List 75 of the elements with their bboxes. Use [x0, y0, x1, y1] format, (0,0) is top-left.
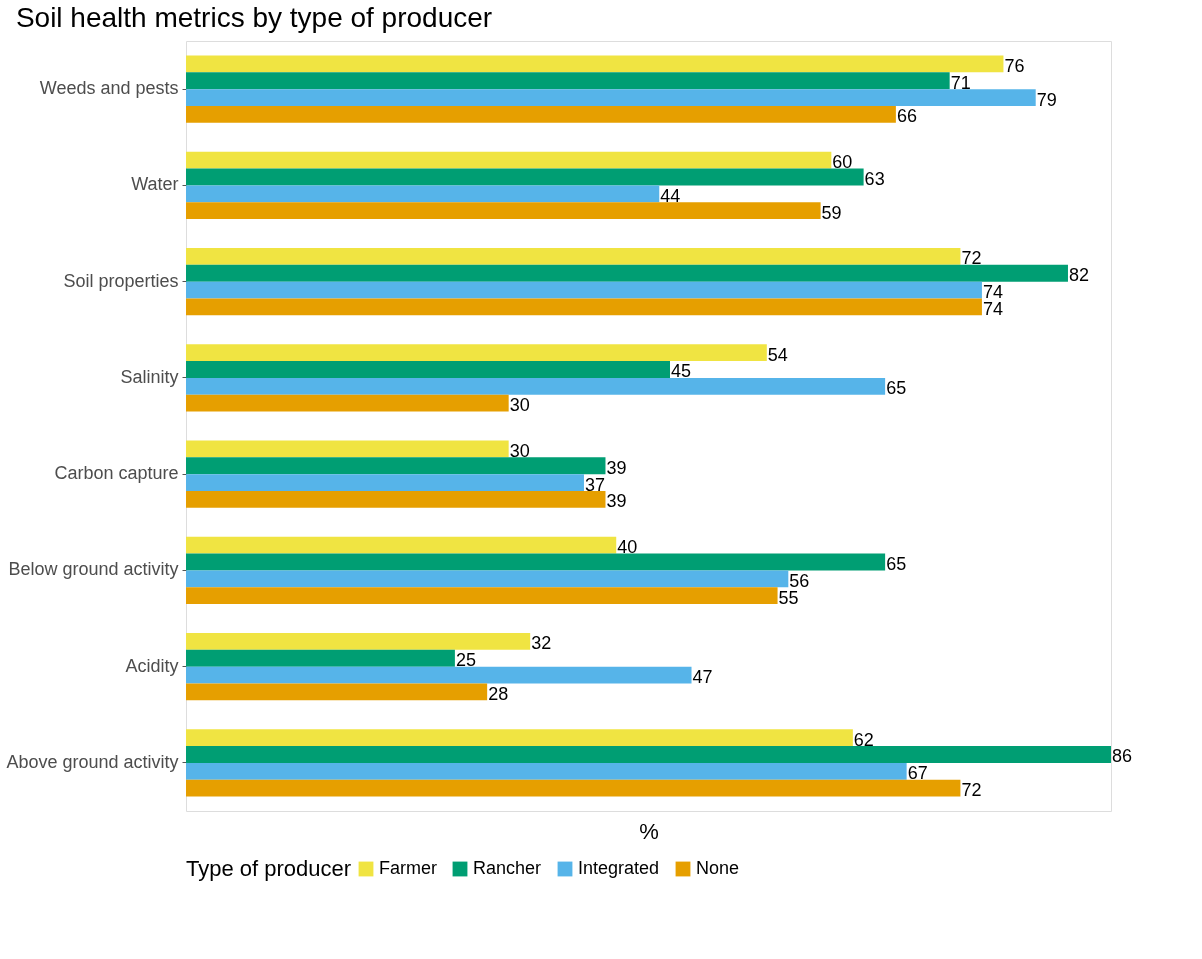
bar [186, 168, 864, 186]
bar [186, 264, 1068, 282]
data-label: 63 [864, 168, 885, 189]
bar [186, 729, 853, 747]
x-axis-title: % [639, 818, 659, 844]
bar [186, 440, 509, 458]
data-label: 65 [886, 378, 907, 399]
bar [186, 474, 584, 491]
legend-label: Integrated [578, 858, 660, 878]
bar [186, 457, 606, 475]
data-label: 44 [660, 185, 681, 206]
bar [186, 490, 606, 508]
data-label: 67 [907, 763, 928, 784]
data-label: 82 [1068, 265, 1090, 286]
bar [186, 151, 832, 169]
bar [186, 298, 982, 316]
bar [186, 72, 950, 90]
y-tick-label: Weeds and pests [39, 78, 179, 99]
bar [186, 247, 961, 265]
y-tick-label: Salinity [120, 366, 179, 387]
data-label: 40 [617, 537, 638, 558]
y-tick-label: Water [131, 174, 179, 195]
bar [186, 683, 488, 701]
data-label: 39 [606, 491, 627, 512]
data-label: 76 [1004, 55, 1025, 76]
data-label: 37 [584, 474, 605, 495]
data-label: 54 [767, 344, 788, 365]
data-label: 66 [896, 106, 917, 127]
legend-label: Rancher [473, 858, 542, 878]
y-tick-label: Carbon capture [54, 463, 179, 484]
y-tick-label: Soil properties [63, 270, 179, 291]
bar [186, 553, 886, 571]
data-label: 30 [509, 395, 530, 416]
bar [186, 666, 692, 684]
bar [186, 281, 982, 299]
data-label: 65 [886, 553, 907, 574]
data-label: 62 [853, 729, 874, 750]
data-label: 25 [455, 650, 476, 671]
bar [186, 779, 961, 797]
bar [186, 377, 886, 395]
bar [186, 536, 617, 554]
bar [186, 202, 821, 220]
bar [186, 570, 789, 588]
data-label: 59 [821, 202, 842, 223]
legend-label: None [696, 858, 740, 878]
legend-label: Farmer [379, 858, 437, 878]
y-tick-label: Above ground activity [6, 751, 179, 772]
bar [186, 649, 455, 667]
bar [186, 185, 660, 203]
data-label: 79 [1036, 89, 1057, 110]
bar [186, 55, 1004, 73]
bar [186, 587, 778, 605]
bar [186, 394, 509, 412]
data-label: 39 [606, 457, 627, 478]
y-tick-label: Below ground activity [8, 559, 179, 580]
data-label: 32 [531, 633, 552, 654]
y-tick-label: Acidity [125, 655, 179, 676]
bar [186, 762, 907, 780]
bar [186, 632, 531, 650]
data-label: 60 [832, 152, 853, 173]
legend-title: Type of producer [186, 856, 352, 881]
data-label: 72 [961, 248, 982, 269]
bar [186, 89, 1036, 106]
bar [186, 105, 896, 123]
data-label: 86 [1112, 746, 1133, 767]
bar [186, 361, 671, 378]
bar [186, 344, 767, 362]
chart-title: Soil health metrics by type of producer [15, 2, 493, 33]
data-label: 72 [961, 780, 982, 801]
data-label: 45 [671, 361, 692, 382]
data-label: 71 [950, 72, 971, 93]
data-label: 47 [692, 667, 713, 688]
bar [186, 746, 1111, 763]
data-label: 28 [488, 683, 509, 704]
data-label: 30 [509, 440, 530, 461]
